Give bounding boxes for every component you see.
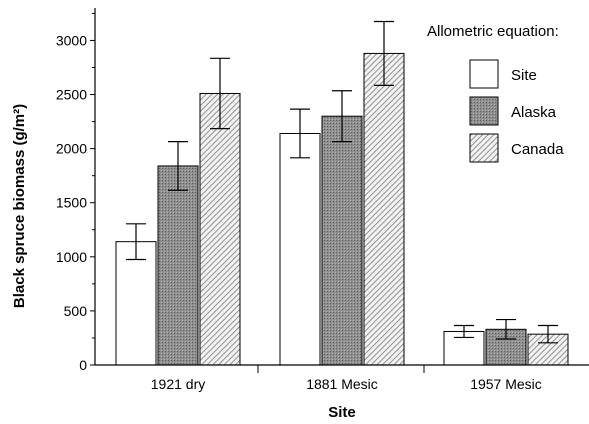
x-tick-label: 1957 Mesic bbox=[470, 376, 542, 392]
error-bar bbox=[210, 57, 230, 130]
error-bar bbox=[168, 141, 188, 191]
error-bar bbox=[332, 90, 352, 143]
error-bar bbox=[496, 318, 516, 340]
y-axis: 0 500 1000 1500 2000 2500 3000 bbox=[56, 8, 96, 373]
legend: Allometric equation: Site Alaska Canada bbox=[427, 23, 564, 163]
y-axis-title: Black spruce biomass (g/m²) bbox=[11, 104, 28, 308]
legend-swatch-site bbox=[469, 59, 499, 89]
y-tick-label: 2000 bbox=[56, 141, 87, 157]
y-tick-label: 0 bbox=[79, 357, 87, 373]
bar-alaska bbox=[321, 115, 363, 366]
bar-site bbox=[279, 132, 321, 366]
bar-alaska bbox=[157, 165, 199, 366]
error-bar bbox=[290, 108, 310, 159]
legend-swatch-canada bbox=[469, 133, 499, 163]
error-bar bbox=[374, 20, 394, 86]
bar-site bbox=[115, 241, 157, 366]
bars-layer bbox=[115, 20, 569, 366]
x-tick-label: 1921 dry bbox=[151, 376, 205, 392]
y-tick-label: 1000 bbox=[56, 249, 87, 265]
x-axis-title: Site bbox=[328, 404, 356, 421]
legend-title: Allometric equation: bbox=[427, 23, 559, 40]
legend-swatch-alaska bbox=[469, 96, 499, 126]
x-axis: 1921 dry 1881 Mesic 1957 Mesic bbox=[95, 364, 589, 392]
x-tick-label: 1881 Mesic bbox=[306, 376, 378, 392]
legend-label-canada: Canada bbox=[511, 141, 564, 158]
legend-label-alaska: Alaska bbox=[511, 104, 557, 121]
y-tick-label: 1500 bbox=[56, 195, 87, 211]
error-bar bbox=[538, 324, 558, 344]
y-tick-label: 3000 bbox=[56, 32, 87, 48]
y-tick-label: 500 bbox=[64, 303, 88, 319]
error-bar bbox=[126, 223, 146, 261]
bar-canada bbox=[199, 92, 241, 366]
legend-label-site: Site bbox=[511, 67, 537, 84]
y-tick-label: 2500 bbox=[56, 87, 87, 103]
bar-canada bbox=[363, 52, 405, 366]
error-bar bbox=[454, 324, 474, 339]
